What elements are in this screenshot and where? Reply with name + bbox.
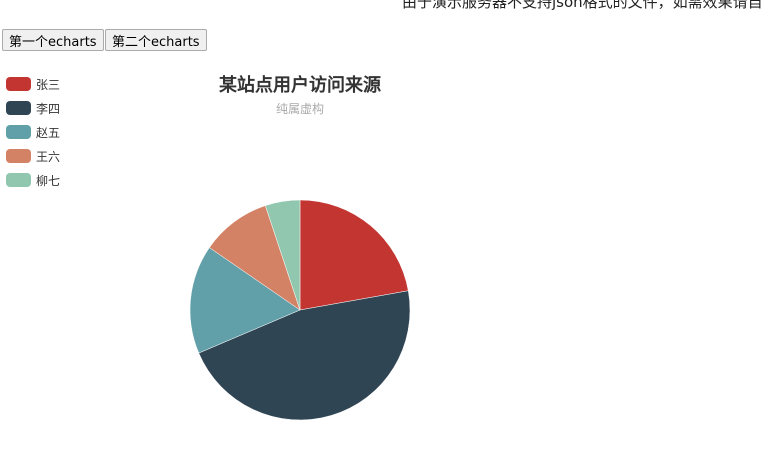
legend-item[interactable]: 张三 <box>6 72 60 96</box>
legend-item[interactable]: 李四 <box>6 96 60 120</box>
pie-slice-张三[interactable] <box>299 199 409 311</box>
pie-slice-王六[interactable] <box>209 205 301 311</box>
legend-swatch <box>6 149 31 163</box>
legend-label: 王六 <box>36 149 61 164</box>
legend-swatch <box>6 173 31 187</box>
chart-title: 某站点用户访问来源 <box>219 75 381 96</box>
legend-swatch <box>6 125 31 139</box>
chart-subtitle: 纯属虚构 <box>275 102 324 116</box>
first-echarts-button[interactable]: 第一个echarts <box>2 29 104 51</box>
legend: 张三李四赵五王六柳七 <box>6 72 60 192</box>
legend-label: 赵五 <box>36 125 61 140</box>
legend-item[interactable]: 赵五 <box>6 120 60 144</box>
legend-swatch <box>6 77 31 91</box>
pie-slice-李四[interactable] <box>198 290 411 421</box>
second-echarts-button[interactable]: 第二个echarts <box>105 29 207 51</box>
pie-slice-赵五[interactable] <box>189 247 301 354</box>
notice-text: 由于演示服务器不支持json格式的文件，如需效果请自 <box>402 0 763 11</box>
legend-item[interactable]: 柳七 <box>6 168 60 192</box>
legend-label: 张三 <box>36 77 61 92</box>
pie-slice-柳七[interactable] <box>265 199 301 311</box>
legend-label: 柳七 <box>36 173 61 188</box>
legend-item[interactable]: 王六 <box>6 144 60 168</box>
legend-swatch <box>6 101 31 115</box>
legend-label: 李四 <box>36 101 61 116</box>
